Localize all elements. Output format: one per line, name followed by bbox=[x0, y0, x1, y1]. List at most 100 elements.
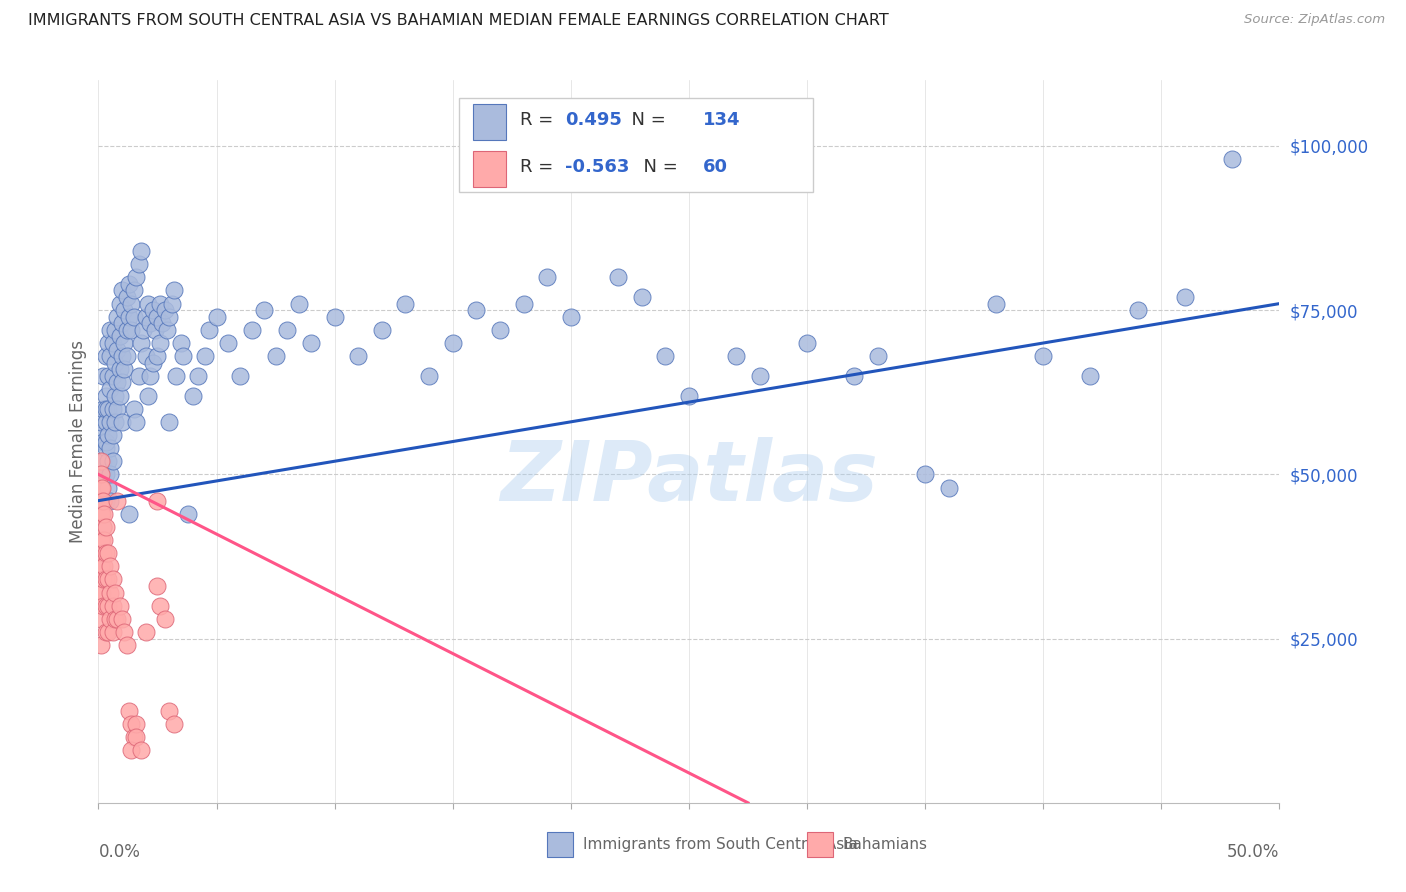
Point bbox=[111, 349, 134, 363]
Point bbox=[91, 533, 114, 547]
Point bbox=[118, 277, 141, 291]
Point bbox=[98, 493, 121, 508]
Point bbox=[112, 336, 135, 351]
Text: N =: N = bbox=[633, 158, 683, 176]
Point bbox=[98, 382, 121, 396]
Point bbox=[104, 612, 127, 626]
Point bbox=[105, 493, 128, 508]
Point bbox=[122, 310, 145, 324]
Text: 60: 60 bbox=[703, 158, 728, 176]
Text: N =: N = bbox=[620, 111, 672, 129]
Point bbox=[111, 376, 134, 390]
Point bbox=[125, 270, 148, 285]
Point bbox=[111, 284, 134, 298]
Point bbox=[153, 612, 176, 626]
Point bbox=[149, 296, 172, 310]
Point bbox=[115, 638, 138, 652]
Point bbox=[97, 454, 120, 468]
Point bbox=[163, 284, 186, 298]
Point bbox=[607, 270, 630, 285]
Point bbox=[146, 349, 169, 363]
FancyBboxPatch shape bbox=[472, 104, 506, 140]
Point bbox=[125, 717, 148, 731]
Point bbox=[121, 717, 143, 731]
Point bbox=[115, 349, 138, 363]
Point bbox=[240, 323, 263, 337]
Point bbox=[101, 336, 124, 351]
Point bbox=[104, 415, 127, 429]
Point bbox=[98, 585, 121, 599]
Point bbox=[98, 467, 121, 482]
Point bbox=[90, 493, 112, 508]
Point bbox=[118, 704, 141, 718]
FancyBboxPatch shape bbox=[547, 831, 574, 857]
Point bbox=[90, 428, 112, 442]
Point bbox=[654, 349, 676, 363]
Point bbox=[129, 743, 152, 757]
Point bbox=[135, 625, 157, 640]
Point bbox=[276, 323, 298, 337]
Text: 0.0%: 0.0% bbox=[98, 843, 141, 861]
Point bbox=[91, 520, 114, 534]
Point bbox=[347, 349, 370, 363]
Point bbox=[115, 323, 138, 337]
Point bbox=[132, 323, 155, 337]
Point bbox=[112, 625, 135, 640]
Point bbox=[143, 323, 166, 337]
Point bbox=[108, 296, 131, 310]
Point bbox=[418, 368, 440, 383]
Point bbox=[97, 368, 120, 383]
Point bbox=[177, 507, 200, 521]
Point bbox=[105, 401, 128, 416]
Point bbox=[149, 599, 172, 613]
Point bbox=[122, 401, 145, 416]
Point bbox=[984, 296, 1007, 310]
Point bbox=[91, 573, 114, 587]
Point bbox=[264, 349, 287, 363]
Point bbox=[323, 310, 346, 324]
Point bbox=[94, 546, 117, 560]
Point bbox=[1126, 303, 1149, 318]
Point bbox=[93, 559, 115, 574]
Point bbox=[104, 388, 127, 402]
Point bbox=[94, 467, 117, 482]
Point bbox=[371, 323, 394, 337]
Point bbox=[1174, 290, 1197, 304]
Point bbox=[98, 559, 121, 574]
Point bbox=[91, 520, 114, 534]
Point bbox=[101, 625, 124, 640]
Point bbox=[98, 612, 121, 626]
Point bbox=[94, 441, 117, 455]
Point bbox=[914, 467, 936, 482]
Point bbox=[101, 428, 124, 442]
Point bbox=[90, 481, 112, 495]
Point bbox=[118, 507, 141, 521]
Point bbox=[135, 310, 157, 324]
Point bbox=[115, 290, 138, 304]
Point bbox=[1080, 368, 1102, 383]
Point bbox=[630, 290, 652, 304]
Point bbox=[128, 368, 150, 383]
Point bbox=[1032, 349, 1054, 363]
Point bbox=[91, 454, 114, 468]
Point bbox=[157, 310, 180, 324]
Point bbox=[90, 454, 112, 468]
Point bbox=[108, 599, 131, 613]
FancyBboxPatch shape bbox=[458, 98, 813, 193]
Point bbox=[94, 349, 117, 363]
Point bbox=[288, 296, 311, 310]
Point bbox=[122, 284, 145, 298]
Point bbox=[146, 310, 169, 324]
Point bbox=[866, 349, 889, 363]
Point bbox=[101, 368, 124, 383]
Point bbox=[108, 329, 131, 343]
Point bbox=[108, 362, 131, 376]
Point bbox=[101, 599, 124, 613]
Point bbox=[91, 559, 114, 574]
Point bbox=[156, 323, 179, 337]
Point bbox=[97, 546, 120, 560]
Point bbox=[122, 730, 145, 744]
Y-axis label: Median Female Earnings: Median Female Earnings bbox=[69, 340, 87, 543]
Point bbox=[91, 434, 114, 449]
Point bbox=[94, 573, 117, 587]
